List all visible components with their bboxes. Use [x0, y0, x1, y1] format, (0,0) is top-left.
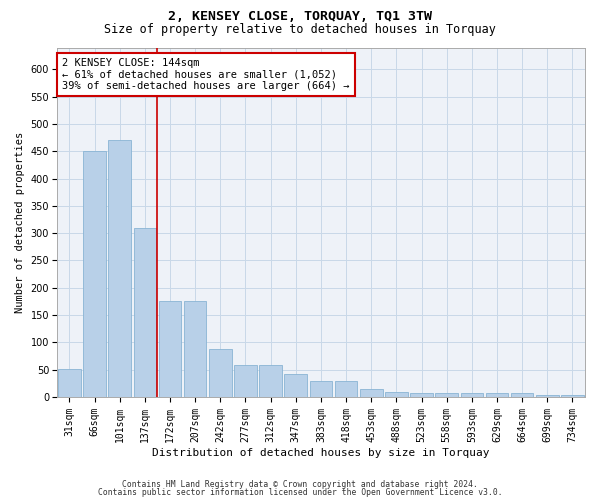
Bar [561, 396, 584, 397]
Bar [134, 228, 156, 397]
Bar [385, 392, 407, 397]
Text: Size of property relative to detached houses in Torquay: Size of property relative to detached ho… [104, 22, 496, 36]
X-axis label: Distribution of detached houses by size in Torquay: Distribution of detached houses by size … [152, 448, 490, 458]
Bar [259, 366, 282, 397]
Bar [536, 396, 559, 397]
Bar [83, 151, 106, 397]
Text: 2, KENSEY CLOSE, TORQUAY, TQ1 3TW: 2, KENSEY CLOSE, TORQUAY, TQ1 3TW [168, 10, 432, 23]
Bar [209, 350, 232, 397]
Bar [184, 302, 206, 397]
Bar [58, 368, 81, 397]
Bar [436, 392, 458, 397]
Bar [109, 140, 131, 397]
Bar [485, 393, 508, 397]
Bar [158, 302, 181, 397]
Bar [234, 366, 257, 397]
Text: Contains HM Land Registry data © Crown copyright and database right 2024.: Contains HM Land Registry data © Crown c… [122, 480, 478, 489]
Y-axis label: Number of detached properties: Number of detached properties [15, 132, 25, 313]
Bar [360, 389, 383, 397]
Text: 2 KENSEY CLOSE: 144sqm
← 61% of detached houses are smaller (1,052)
39% of semi-: 2 KENSEY CLOSE: 144sqm ← 61% of detached… [62, 58, 350, 91]
Bar [335, 380, 358, 397]
Bar [284, 374, 307, 397]
Bar [511, 393, 533, 397]
Bar [410, 392, 433, 397]
Text: Contains public sector information licensed under the Open Government Licence v3: Contains public sector information licen… [98, 488, 502, 497]
Bar [310, 380, 332, 397]
Bar [461, 393, 483, 397]
